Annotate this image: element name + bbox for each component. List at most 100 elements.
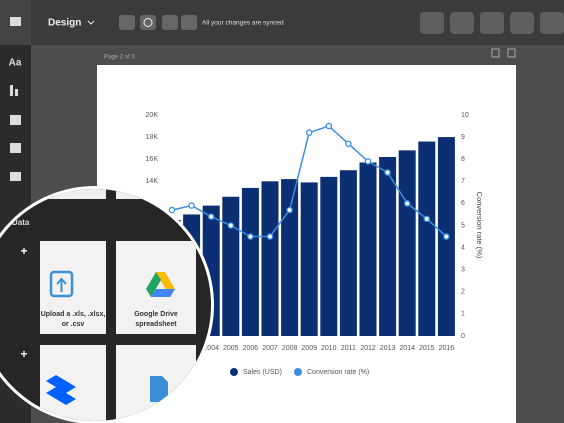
toolbar-button[interactable] [480,12,504,34]
x-tick-label: 2011 [341,345,356,352]
x-tick-label: 2008 [282,345,298,352]
dropbox-icon [46,375,76,405]
y2-axis-label: Conversion rate (%) [475,192,484,259]
y-tick-label: 20K [146,112,159,119]
line-point [188,202,195,209]
line-point [423,215,431,223]
icon-templates[interactable] [10,17,21,26]
y2-tick-label: 0 [461,333,465,340]
icon-maps[interactable] [10,115,21,125]
y2-tick-label: 5 [461,222,465,229]
upload-icon [49,270,74,298]
bar [281,179,299,336]
icon-text[interactable]: Aa [9,58,22,69]
x-tick-label: 2004 [203,345,219,352]
card-labels: Upload a .xls, .xlsx, or .csv Google Drive… [41,311,178,328]
line-point [286,206,293,214]
add-icon[interactable]: + [20,244,27,258]
x-tick-label: 2005 [223,345,239,352]
y-tick-label: 18K [146,134,159,141]
add-icon[interactable]: + [20,347,27,361]
icon-layout[interactable] [10,143,21,153]
x-tick-label: 2014 [399,345,415,352]
bar [379,156,397,336]
copy-page[interactable] [491,48,500,58]
x-tick-label: 2009 [301,345,317,352]
card-label: Upload a .xls, .xlsx, [41,311,106,318]
bar [418,141,436,336]
section-title: Data [12,218,30,227]
bar [261,181,279,336]
line-point [325,122,333,130]
sync-status: All your changes are synced [202,20,284,27]
line-point [247,233,254,240]
x-tick-label: 2010 [321,345,337,352]
card-label: spreadsheet [135,321,177,328]
card-label: Google Drive [134,311,178,318]
drive-icon [151,289,175,297]
legend-marker [294,368,302,376]
dropdown-arrow [87,20,95,25]
y2-tick-label: 10 [461,112,469,119]
x-tick-label: 2006 [243,345,259,352]
dropbox-card[interactable] [40,345,106,423]
card-label: or .csv [62,321,85,328]
line-point [443,233,450,240]
line-point [227,222,235,229]
history-button[interactable] [140,15,156,30]
bar [398,150,416,336]
y-tick-label: 14K [146,178,159,185]
file-icon [150,376,168,402]
clock-icon [143,18,153,27]
line-point [168,206,176,214]
undo-button[interactable] [162,15,178,30]
y2-tick-label: 7 [461,178,465,185]
toolbar-button[interactable] [540,12,564,34]
bar [339,170,357,336]
delete-page[interactable] [507,48,516,58]
x-tick-label: 2012 [360,345,376,352]
y2-tick-label: 1 [461,311,465,318]
card-top [40,189,106,199]
bar [320,176,338,336]
y2-tick-label: 4 [461,244,465,251]
legend-label: Conversion rate (%) [307,369,369,376]
y2-tick-label: 3 [461,267,465,274]
bar [359,162,377,336]
drive-icon [146,272,161,297]
x-tick-label: 2016 [439,345,455,352]
legend-label: Sales (USD) [243,369,282,376]
bar [300,182,318,336]
legend-marker [230,368,238,376]
bar [222,196,240,336]
upload-arrow [56,277,67,292]
icon-charts[interactable] [10,85,13,96]
y2-tick-label: 2 [461,289,465,296]
icon-image[interactable] [10,172,21,181]
menu-design[interactable]: Design [48,18,81,29]
toolbar-button[interactable] [450,12,474,34]
toolbar-button[interactable] [510,12,534,34]
tag-button[interactable] [119,15,135,30]
line-point [305,129,313,136]
line-point [345,140,352,147]
redo-button[interactable] [181,15,197,30]
line-point [207,213,215,220]
line-point [266,233,274,240]
y-tick-label: 16K [146,156,159,163]
x-tick-label: 2013 [380,345,396,352]
toolbar-button[interactable] [420,12,444,34]
y2-tick-label: 8 [461,156,465,163]
y2-tick-label: 6 [461,200,465,207]
x-tick-label: 2015 [419,345,435,352]
icon-charts [15,89,18,96]
line-point [364,158,372,165]
y2-tick-label: 9 [461,134,465,141]
page-label: Page 2 of 3 [104,55,135,61]
line-point [384,169,391,176]
legend: Sales (USD) Conversion rate (%) [230,368,369,376]
x-tick-label: 2007 [262,345,278,352]
line-point [403,200,411,207]
bar [241,187,259,336]
